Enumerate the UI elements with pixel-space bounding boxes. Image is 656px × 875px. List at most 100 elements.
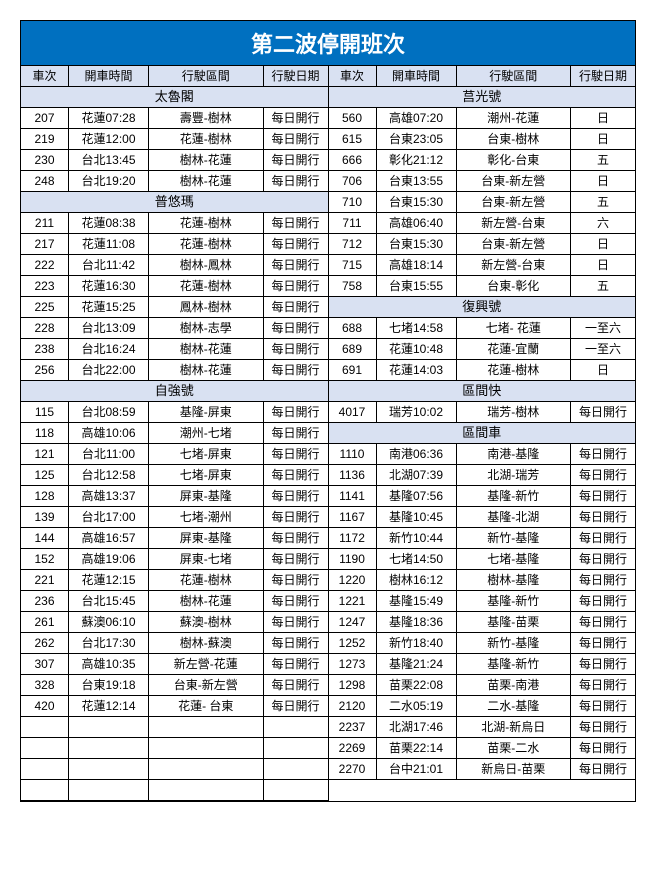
cell: 花蓮-樹林 [149,129,264,149]
cell: 新烏日-苗栗 [457,759,572,779]
cell: 七堵14:50 [377,549,457,569]
cell: 蘇澳-樹林 [149,612,264,632]
cell: 高雄06:40 [377,213,457,233]
cell: 每日開行 [264,570,328,590]
section-header: 太魯閣 [21,87,328,108]
cell: 每日開行 [264,528,328,548]
cell: 基隆-新竹 [457,654,572,674]
cell: 每日開行 [264,255,328,275]
cell: 日 [571,255,635,275]
table-row: 666彰化21:12彰化-台東五 [329,150,636,171]
cell: 每日開行 [571,507,635,527]
col-date: 行駛日期 [264,66,328,86]
cell: 七堵-屏東 [149,444,264,464]
cell: 新竹10:44 [377,528,457,548]
cell: 666 [329,150,377,170]
cell: 苗栗22:08 [377,675,457,695]
cell: 152 [21,549,69,569]
section-header: 復興號 [329,297,636,318]
table-row: 1110南港06:36南港-基隆每日開行 [329,444,636,465]
cell: 台北12:58 [69,465,149,485]
table-row: 1167基隆10:45基隆-北湖每日開行 [329,507,636,528]
cell: 台東-新左營 [457,171,572,191]
cell: 台北17:00 [69,507,149,527]
cell: 北湖-瑞芳 [457,465,572,485]
table-row: 256台北22:00樹林-花蓮每日開行 [21,360,328,381]
cell: 基隆-北湖 [457,507,572,527]
cell: 每日開行 [264,339,328,359]
cell: 207 [21,108,69,128]
table-row: 1172新竹10:44新竹-基隆每日開行 [329,528,636,549]
table-row: 1252新竹18:40新竹-基隆每日開行 [329,633,636,654]
cell: 花蓮15:25 [69,297,149,317]
cell: 高雄07:20 [377,108,457,128]
cell: 新左營-台東 [457,255,572,275]
cell: 1110 [329,444,377,464]
cell: 125 [21,465,69,485]
cell: 每日開行 [571,486,635,506]
table-row: 238台北16:24樹林-花蓮每日開行 [21,339,328,360]
cell: 台北11:42 [69,255,149,275]
cell: 211 [21,213,69,233]
cell: 二水05:19 [377,696,457,716]
cell: 花蓮-樹林 [149,570,264,590]
cell: 每日開行 [571,759,635,779]
cell: 每日開行 [571,717,635,737]
cell: 花蓮11:08 [69,234,149,254]
table-row: 715高雄18:14新左營-台東日 [329,255,636,276]
cell: 花蓮12:15 [69,570,149,590]
cell: 每日開行 [571,633,635,653]
table-row: 121台北11:00七堵-屏東每日開行 [21,444,328,465]
cell: 688 [329,318,377,338]
cell: 每日開行 [571,402,635,422]
cell: 高雄10:35 [69,654,149,674]
cell: 230 [21,150,69,170]
cell: 217 [21,234,69,254]
cell: 台東15:55 [377,276,457,296]
cell: 每日開行 [264,654,328,674]
table-row: 1298苗栗22:08苗栗-南港每日開行 [329,675,636,696]
cell: 238 [21,339,69,359]
cell: 128 [21,486,69,506]
cell: 615 [329,129,377,149]
cell: 台東13:55 [377,171,457,191]
cell: 每日開行 [264,129,328,149]
cell: 每日開行 [264,150,328,170]
cell: 2270 [329,759,377,779]
cell: 台中21:01 [377,759,457,779]
cell: 每日開行 [264,360,328,380]
cell: 1172 [329,528,377,548]
cell: 每日開行 [264,549,328,569]
cell: 139 [21,507,69,527]
cell: 706 [329,171,377,191]
table-row: 139台北17:00七堵-潮州每日開行 [21,507,328,528]
cell: 台東-新左營 [149,675,264,695]
cell: 基隆-苗栗 [457,612,572,632]
cell: 台東23:05 [377,129,457,149]
cell: 每日開行 [264,633,328,653]
cell: 每日開行 [264,402,328,422]
cell: 560 [329,108,377,128]
cell: 七堵-屏東 [149,465,264,485]
empty-row [21,717,328,738]
cell: 台東19:18 [69,675,149,695]
cell: 每日開行 [571,612,635,632]
cell: 262 [21,633,69,653]
cell: 基隆07:56 [377,486,457,506]
table-row: 689花蓮10:48花蓮-宜蘭一至六 [329,339,636,360]
cell: 基隆21:24 [377,654,457,674]
cell: 潮州-花蓮 [457,108,572,128]
col-time: 開車時間 [377,66,457,86]
table-row: 152高雄19:06屏東-七堵每日開行 [21,549,328,570]
cell: 261 [21,612,69,632]
table-row: 1221基隆15:49基隆-新竹每日開行 [329,591,636,612]
cell: 二水-基隆 [457,696,572,716]
table-row: 128高雄13:37屏東-基隆每日開行 [21,486,328,507]
cell: 花蓮08:38 [69,213,149,233]
cell: 基隆-新竹 [457,591,572,611]
empty-row [21,738,328,759]
table-row: 615台東23:05台東-樹林日 [329,129,636,150]
col-date: 行駛日期 [571,66,635,86]
table-row: 144高雄16:57屏東-基隆每日開行 [21,528,328,549]
section-header: 區間快 [329,381,636,402]
